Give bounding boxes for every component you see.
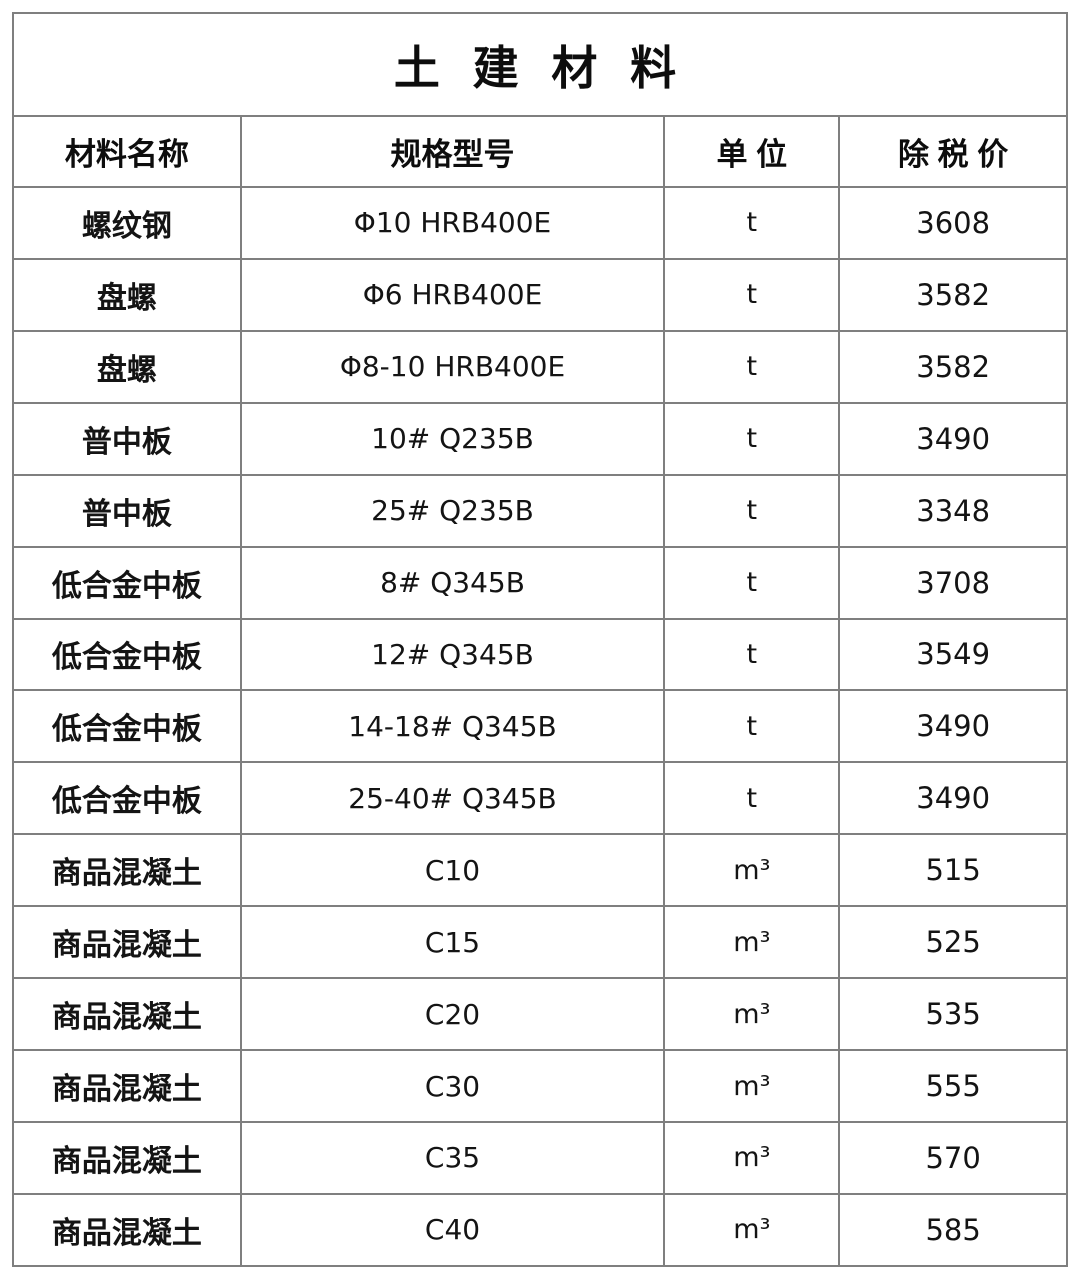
material-name-cell: 商品混凝土: [12, 833, 242, 908]
spec-cell: Φ6 HRB400E: [239, 257, 666, 332]
unit-cell: t: [663, 401, 841, 476]
unit-cell: m³: [663, 905, 841, 980]
material-name-cell: 普中板: [12, 401, 242, 476]
spec-cell: C15: [239, 905, 666, 980]
unit-cell: t: [663, 257, 841, 332]
unit-cell: t: [663, 545, 841, 620]
table-row: 商品混凝土 C35 m³ 570: [12, 1120, 1068, 1195]
price-cell: 535: [838, 977, 1068, 1052]
column-header-unit: 单 位: [663, 115, 841, 188]
unit-cell: m³: [663, 1192, 841, 1268]
material-name-cell: 普中板: [12, 473, 242, 548]
spec-cell: C40: [239, 1192, 666, 1268]
material-name-cell: 低合金中板: [12, 689, 242, 764]
table-row: 商品混凝土 C10 m³ 515: [12, 833, 1068, 908]
table-row: 商品混凝土 C40 m³ 585: [12, 1192, 1068, 1268]
spec-cell: 25# Q235B: [239, 473, 666, 548]
table-row: 商品混凝土 C30 m³ 555: [12, 1049, 1068, 1123]
material-name-cell: 盘螺: [12, 329, 242, 404]
material-name-cell: 低合金中板: [12, 617, 242, 692]
table-row: 盘螺 Φ8-10 HRB400E t 3582: [12, 329, 1068, 404]
unit-cell: t: [663, 761, 841, 836]
column-header-spec-model: 规格型号: [239, 115, 666, 188]
spec-cell: 12# Q345B: [239, 617, 666, 692]
material-name-cell: 盘螺: [12, 257, 242, 332]
material-name-cell: 商品混凝土: [12, 1192, 242, 1268]
materials-price-table: 土 建 材 料 材料名称 规格型号 单 位 除 税 价 螺纹钢 Φ10 HRB4…: [12, 12, 1068, 1268]
price-cell: 555: [838, 1049, 1068, 1123]
material-name-cell: 螺纹钢: [12, 186, 242, 260]
unit-cell: t: [663, 473, 841, 548]
spec-cell: Φ8-10 HRB400E: [239, 329, 666, 404]
column-header-price-ex-tax: 除 税 价: [838, 115, 1068, 188]
table-row: 螺纹钢 Φ10 HRB400E t 3608: [12, 186, 1068, 260]
spec-cell: 8# Q345B: [239, 545, 666, 620]
table-row: 普中板 25# Q235B t 3348: [12, 473, 1068, 548]
material-name-cell: 商品混凝土: [12, 905, 242, 980]
table-row: 低合金中板 14-18# Q345B t 3490: [12, 689, 1068, 764]
price-cell: 585: [838, 1192, 1068, 1268]
unit-cell: m³: [663, 1120, 841, 1195]
title-row: 土 建 材 料: [12, 12, 1068, 117]
unit-cell: m³: [663, 1049, 841, 1123]
table-row: 普中板 10# Q235B t 3490: [12, 401, 1068, 476]
price-cell: 3582: [838, 257, 1068, 332]
table-row: 低合金中板 8# Q345B t 3708: [12, 545, 1068, 620]
spec-cell: C35: [239, 1120, 666, 1195]
spec-cell: C10: [239, 833, 666, 908]
page-title: 土 建 材 料: [12, 12, 1068, 117]
material-name-cell: 低合金中板: [12, 545, 242, 620]
spec-cell: 25-40# Q345B: [239, 761, 666, 836]
price-cell: 3608: [838, 186, 1068, 260]
table-row: 盘螺 Φ6 HRB400E t 3582: [12, 257, 1068, 332]
unit-cell: t: [663, 689, 841, 764]
price-cell: 515: [838, 833, 1068, 908]
price-cell: 3490: [838, 401, 1068, 476]
unit-cell: t: [663, 329, 841, 404]
price-cell: 3490: [838, 689, 1068, 764]
price-cell: 570: [838, 1120, 1068, 1195]
column-header-material-name: 材料名称: [12, 115, 242, 188]
spec-cell: C30: [239, 1049, 666, 1123]
price-cell: 525: [838, 905, 1068, 980]
spec-cell: Φ10 HRB400E: [239, 186, 666, 260]
unit-cell: t: [663, 617, 841, 692]
unit-cell: t: [663, 186, 841, 260]
price-cell: 3490: [838, 761, 1068, 836]
table-row: 商品混凝土 C15 m³ 525: [12, 905, 1068, 980]
spec-cell: C20: [239, 977, 666, 1052]
price-cell: 3348: [838, 473, 1068, 548]
spec-cell: 10# Q235B: [239, 401, 666, 476]
material-name-cell: 商品混凝土: [12, 1120, 242, 1195]
price-cell: 3708: [838, 545, 1068, 620]
table-row: 低合金中板 12# Q345B t 3549: [12, 617, 1068, 692]
unit-cell: m³: [663, 833, 841, 908]
header-row: 材料名称 规格型号 单 位 除 税 价: [12, 115, 1068, 188]
spec-cell: 14-18# Q345B: [239, 689, 666, 764]
price-cell: 3582: [838, 329, 1068, 404]
unit-cell: m³: [663, 977, 841, 1052]
table-row: 低合金中板 25-40# Q345B t 3490: [12, 761, 1068, 836]
material-name-cell: 商品混凝土: [12, 977, 242, 1052]
material-name-cell: 商品混凝土: [12, 1049, 242, 1123]
material-name-cell: 低合金中板: [12, 761, 242, 836]
price-cell: 3549: [838, 617, 1068, 692]
table-row: 商品混凝土 C20 m³ 535: [12, 977, 1068, 1052]
